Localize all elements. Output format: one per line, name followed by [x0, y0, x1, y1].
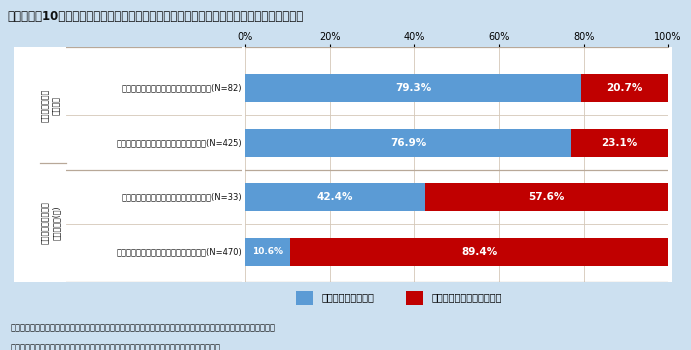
- Bar: [245, 183, 424, 211]
- Text: 民間企業でのインターンシップ経験あり(N=33): 民間企業でのインターンシップ経験あり(N=33): [121, 193, 242, 202]
- Text: 20.7%: 20.7%: [606, 83, 643, 93]
- Text: 民間企業に応募していない: 民間企業に応募していない: [431, 293, 502, 302]
- Text: 注：就職意識を問う設問はチェックボックス形式であり、必ずしも回答のチェックがないことが民間企業を意識してい: 注：就職意識を問う設問はチェックボックス形式であり、必ずしも回答のチェックがない…: [10, 324, 276, 333]
- Bar: [571, 128, 668, 157]
- Text: 79.3%: 79.3%: [395, 83, 431, 93]
- Text: 民間企業を意識
していた: 民間企業を意識 していた: [41, 89, 61, 122]
- Text: 57.6%: 57.6%: [528, 192, 565, 202]
- Bar: [296, 291, 313, 305]
- Bar: [580, 74, 668, 102]
- Text: 76.9%: 76.9%: [390, 138, 426, 148]
- Bar: [290, 238, 668, 266]
- Text: 42.4%: 42.4%: [316, 192, 353, 202]
- Bar: [245, 74, 580, 102]
- Text: 民間企業でのインターンシップ経験なし(N=425): 民間企業でのインターンシップ経験なし(N=425): [116, 138, 242, 147]
- Text: 89.4%: 89.4%: [461, 247, 498, 257]
- Text: 民間企業でのインターンシップ経験なし(N=470): 民間企業でのインターンシップ経験なし(N=470): [116, 247, 242, 256]
- Text: 第１－２－10図／就職意識別に見た民間企業でのインターンシップ経験と民間企業への応募: 第１－２－10図／就職意識別に見た民間企業でのインターンシップ経験と民間企業への…: [7, 10, 303, 23]
- Text: 民間企業に応募した: 民間企業に応募した: [321, 293, 375, 302]
- Bar: [245, 238, 290, 266]
- Bar: [245, 128, 571, 157]
- Text: 民間企業でのインターンシップ経験あり(N=82): 民間企業でのインターンシップ経験あり(N=82): [122, 84, 242, 93]
- Text: 民間企業を意識して
いなかった(注): 民間企業を意識して いなかった(注): [41, 202, 61, 245]
- Text: 23.1%: 23.1%: [601, 138, 638, 148]
- Text: なかったことと同義ではないが、本調査報告書では「意識していなかった」として扱う。: なかったことと同義ではないが、本調査報告書では「意識していなかった」として扱う。: [10, 343, 220, 350]
- Bar: [406, 291, 423, 305]
- Text: 10.6%: 10.6%: [252, 247, 283, 256]
- Bar: [424, 183, 668, 211]
